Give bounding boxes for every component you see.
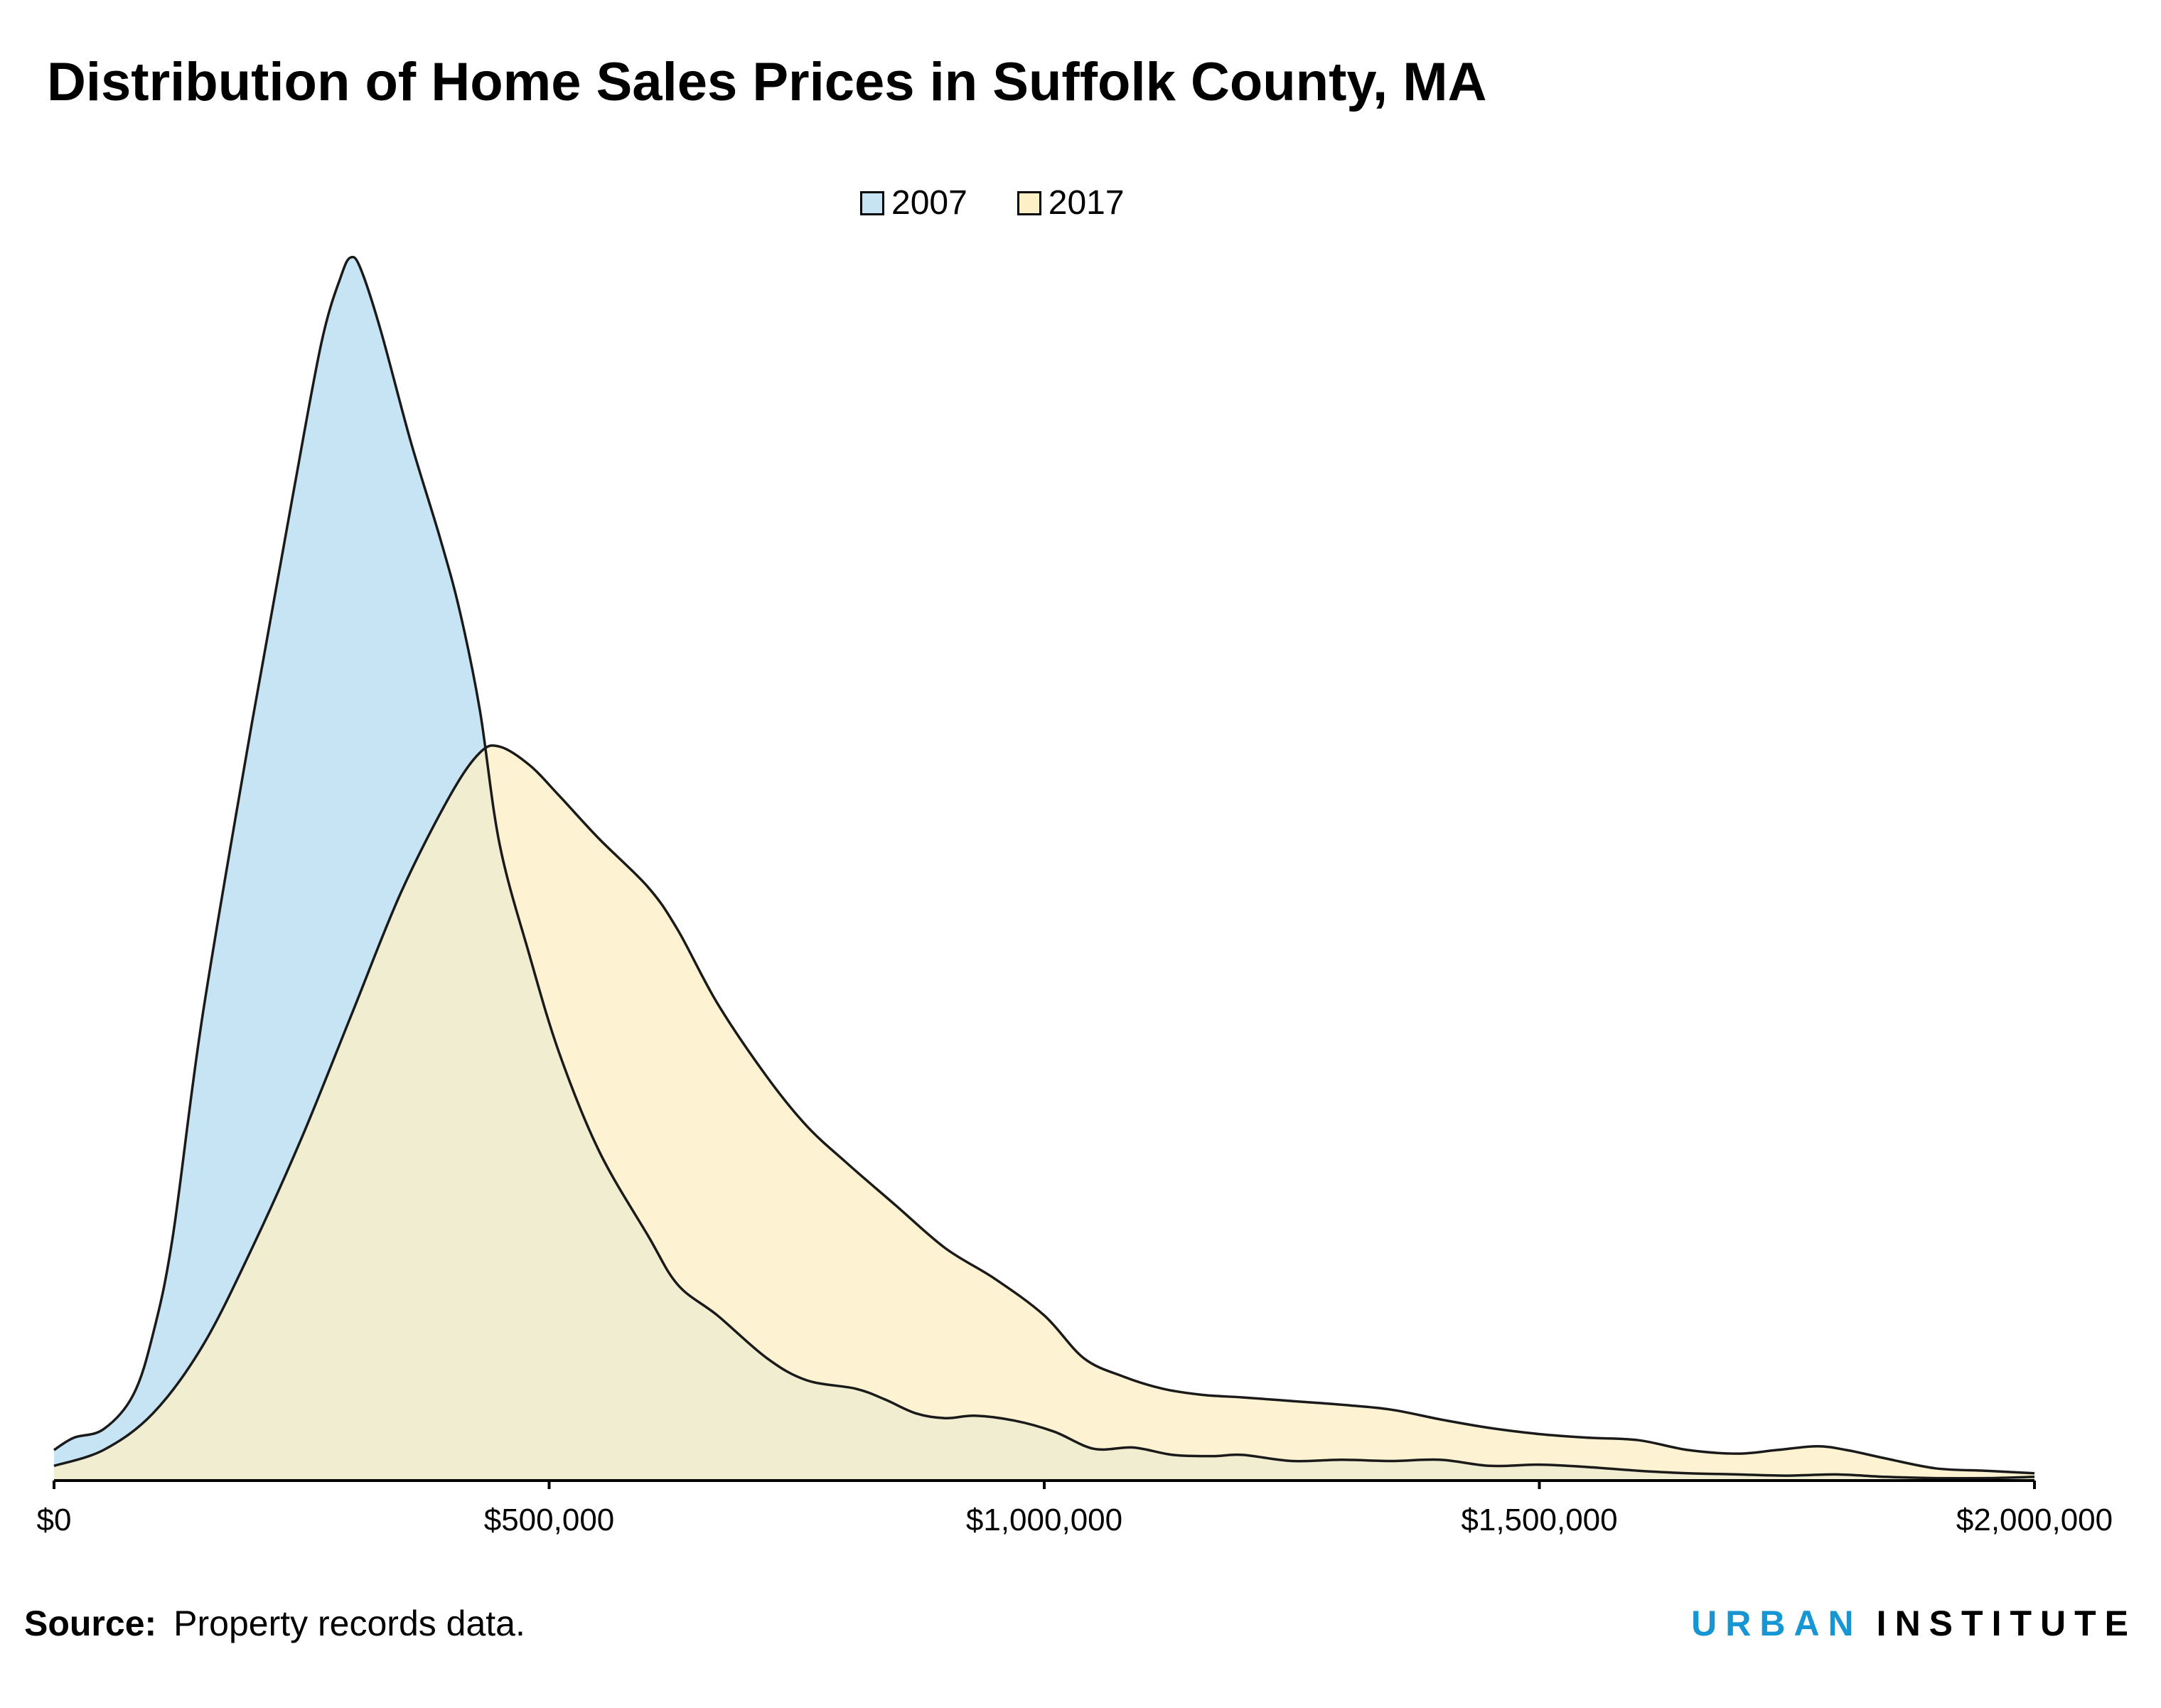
- x-tick-label: $2,000,000: [1956, 1503, 2113, 1537]
- legend: 2007 2017: [860, 186, 1174, 220]
- legend-item-2007: 2007: [860, 186, 967, 220]
- density-line-2007: [53, 255, 2035, 1480]
- source-label: Source:: [24, 1604, 157, 1643]
- legend-swatch-2017: [1017, 191, 1041, 215]
- density-area-2017: [54, 745, 2034, 1481]
- x-tick-label: $500,000: [484, 1503, 615, 1537]
- brand-logo: URBAN INSTITUTE: [1691, 1603, 2137, 1644]
- brand-urban: URBAN: [1691, 1604, 1862, 1643]
- source-note: Source: Property records data.: [24, 1603, 525, 1644]
- x-tick-label: $1,500,000: [1461, 1503, 1617, 1537]
- legend-label-2007: 2007: [891, 184, 967, 222]
- density-line-2017: [53, 744, 2035, 1475]
- legend-label-2017: 2017: [1048, 184, 1125, 222]
- chart-title: Distribution of Home Sales Prices in Suf…: [47, 52, 1487, 112]
- brand-institute: INSTITUTE: [1876, 1604, 2137, 1643]
- source-text: Property records data.: [173, 1604, 525, 1643]
- legend-item-2017: 2017: [1017, 186, 1125, 220]
- legend-swatch-2007: [860, 191, 884, 215]
- x-tick-label: $0: [37, 1503, 72, 1537]
- x-tick-label: $1,000,000: [966, 1503, 1122, 1537]
